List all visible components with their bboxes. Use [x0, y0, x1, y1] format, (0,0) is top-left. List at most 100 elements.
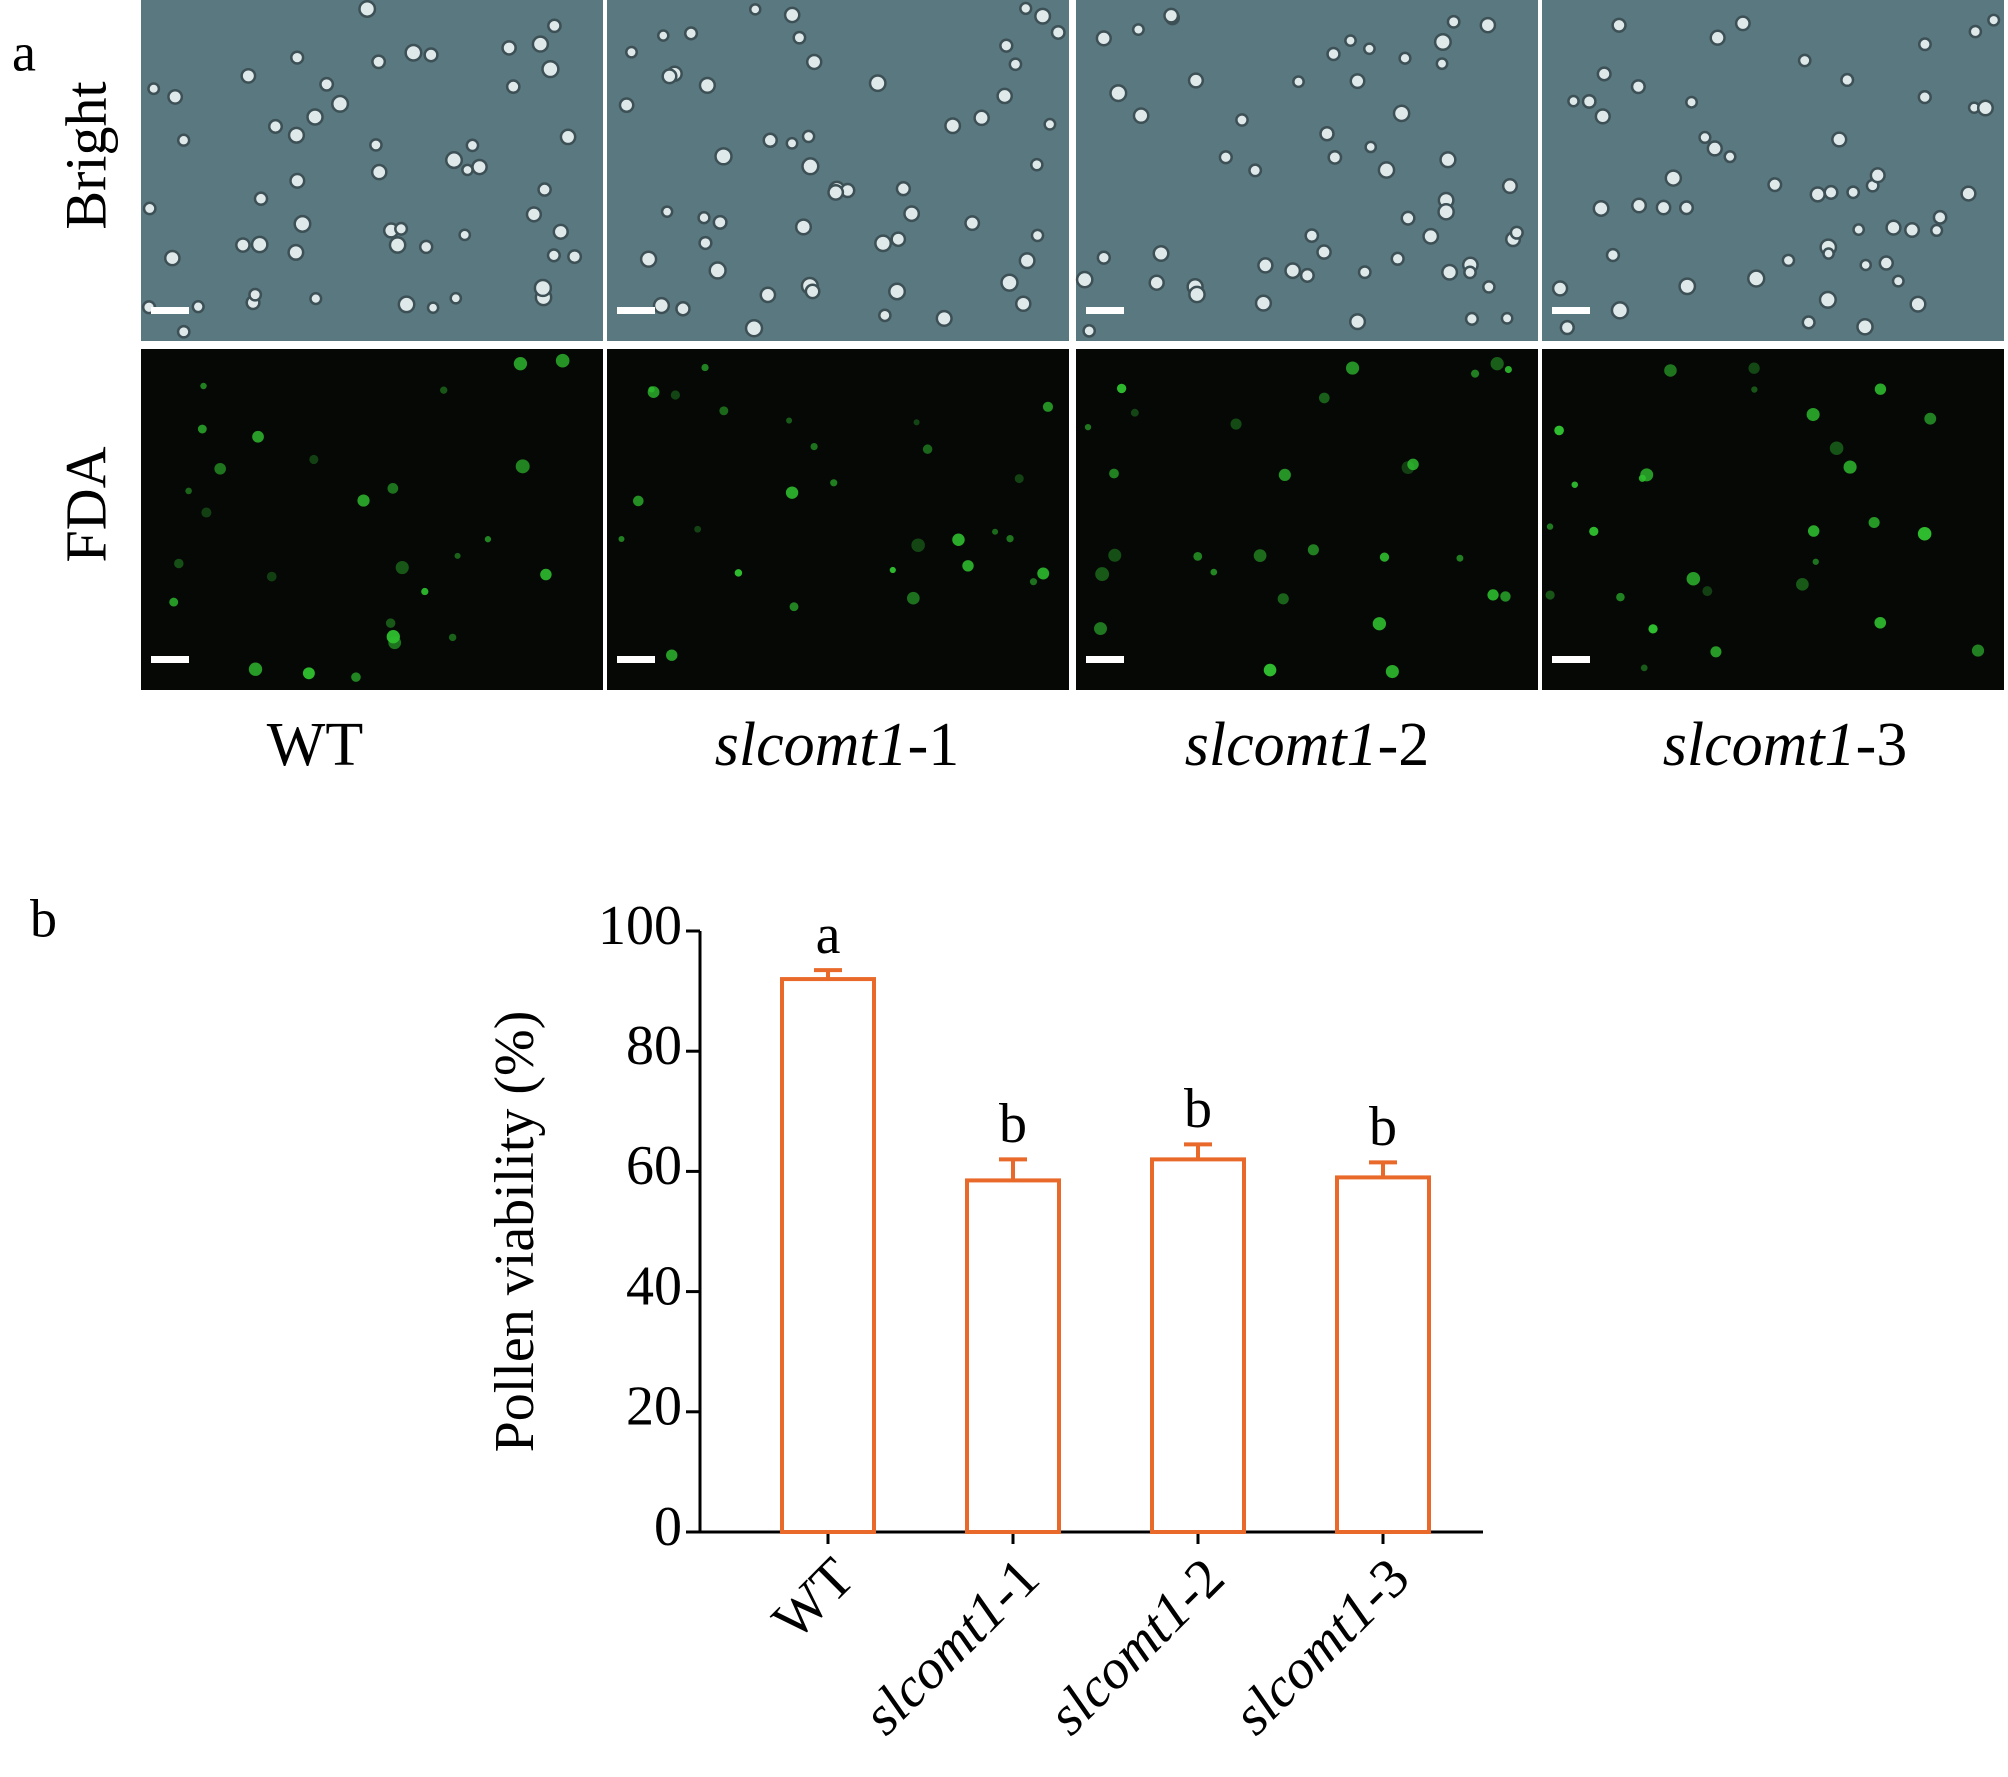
pollen-grain [1345, 361, 1360, 375]
pollen-grain [895, 181, 912, 197]
pollen-grain [1385, 664, 1399, 679]
pollen-grain [625, 45, 639, 59]
pollen-grain [1571, 481, 1579, 488]
pollen-grain [1235, 113, 1249, 127]
pollen-grain [1482, 280, 1496, 294]
pollen-grain [174, 558, 184, 569]
pollen-grain [1823, 184, 1839, 200]
pollen-grain [1968, 24, 1983, 39]
pollen-grain [1390, 251, 1405, 266]
column-label: slcomt1-2 [1185, 711, 1430, 779]
pollen-grain [387, 483, 399, 494]
pollen-grain [471, 158, 488, 176]
brightfield-image [1542, 0, 2004, 341]
pollen-grain [1075, 270, 1094, 289]
pollen-grain [618, 535, 625, 542]
pollen-grain [201, 507, 212, 518]
pollen-grain [1316, 244, 1332, 260]
panel-label: a [12, 22, 36, 82]
pollen-grain [1084, 423, 1092, 431]
pollen-grain [465, 138, 480, 153]
pollen-grain [633, 495, 644, 507]
pollen-grain [1008, 57, 1023, 72]
pollen-grain [661, 68, 678, 85]
pollen-grain [1463, 265, 1477, 280]
x-tick-label: slcomt1-1 [851, 1546, 1051, 1746]
pollen-grain [698, 76, 716, 95]
pollen-grain [1407, 458, 1419, 471]
pollen-grain [1868, 516, 1880, 529]
pollen-grain [1809, 186, 1826, 203]
pollen-grain [501, 40, 517, 56]
pollen-grain [1640, 468, 1654, 482]
pollen-grain [386, 630, 400, 644]
pollen-grain [1971, 644, 1985, 657]
pollen-grain [1924, 412, 1937, 425]
pollen-grain [792, 30, 807, 45]
scale-bar [617, 307, 655, 314]
pollen-grain [1037, 567, 1050, 580]
pollen-grain [666, 649, 678, 661]
pollen-grain [1188, 285, 1206, 304]
row-label: Bright [53, 81, 118, 229]
pollen-grain [394, 221, 409, 236]
pollen-grain [1095, 30, 1112, 47]
pollen-grain [1479, 16, 1497, 34]
pollen-grain [555, 353, 570, 368]
pollen-grain [1500, 311, 1514, 325]
pollen-grain [1797, 53, 1812, 68]
pollen-grain [1678, 277, 1697, 296]
pollen-grain [235, 237, 251, 253]
pollen-grain [1014, 295, 1032, 313]
pollen-grain [1551, 280, 1569, 297]
pollen-grain [1193, 551, 1203, 561]
pollen-grain [1546, 523, 1554, 530]
pollen-grain [962, 560, 974, 572]
pollen-grain [1034, 7, 1052, 25]
pollen-grain [999, 38, 1014, 53]
pollen-grain [426, 301, 440, 315]
pollen-grain [1435, 57, 1449, 71]
pollen-grain [701, 363, 709, 372]
pollen-grain [531, 35, 550, 53]
pollen-grain [1000, 273, 1019, 292]
pollen-grain [804, 283, 821, 300]
pollen-grain [1019, 1, 1033, 16]
pollen-grain [1806, 408, 1820, 422]
pollen-grain [1869, 167, 1886, 184]
pollen-grain [1840, 72, 1855, 88]
pollen-grain [1748, 362, 1760, 374]
error-bar [814, 968, 842, 980]
pollen-grain [762, 132, 778, 149]
pollen-grain [1611, 17, 1627, 33]
scale-bar [1086, 307, 1124, 314]
pollen-grain [1230, 418, 1242, 430]
pollen-grain [1372, 617, 1387, 631]
pollen-grain [694, 525, 702, 533]
pollen-grain [652, 296, 671, 315]
pollen-grain [418, 239, 434, 255]
pollen-grain [1006, 535, 1014, 543]
pollen-grain [197, 424, 207, 434]
pollen-grain [1278, 468, 1291, 481]
bar [780, 977, 876, 1534]
pollen-grain [1490, 357, 1504, 371]
pollen-grain [1976, 99, 1994, 117]
pollen-grain [1029, 578, 1038, 586]
pollen-grain [404, 43, 423, 62]
pollen-grain [1559, 319, 1575, 336]
pollen-grain [266, 571, 277, 582]
pollen-grain [290, 50, 305, 65]
y-tick-label: 80 [626, 1015, 682, 1077]
pollen-grain [1698, 130, 1712, 145]
pollen-grain [1109, 84, 1128, 103]
pollen-grain [1441, 263, 1459, 281]
pollen-grain [785, 486, 799, 499]
pollen-grain [240, 67, 257, 84]
pollen-grain [759, 286, 777, 304]
pollen-grain [1917, 526, 1932, 541]
pollen-grain [1131, 23, 1145, 37]
pollen-grain [1018, 252, 1036, 270]
pollen-grain [1710, 646, 1722, 658]
